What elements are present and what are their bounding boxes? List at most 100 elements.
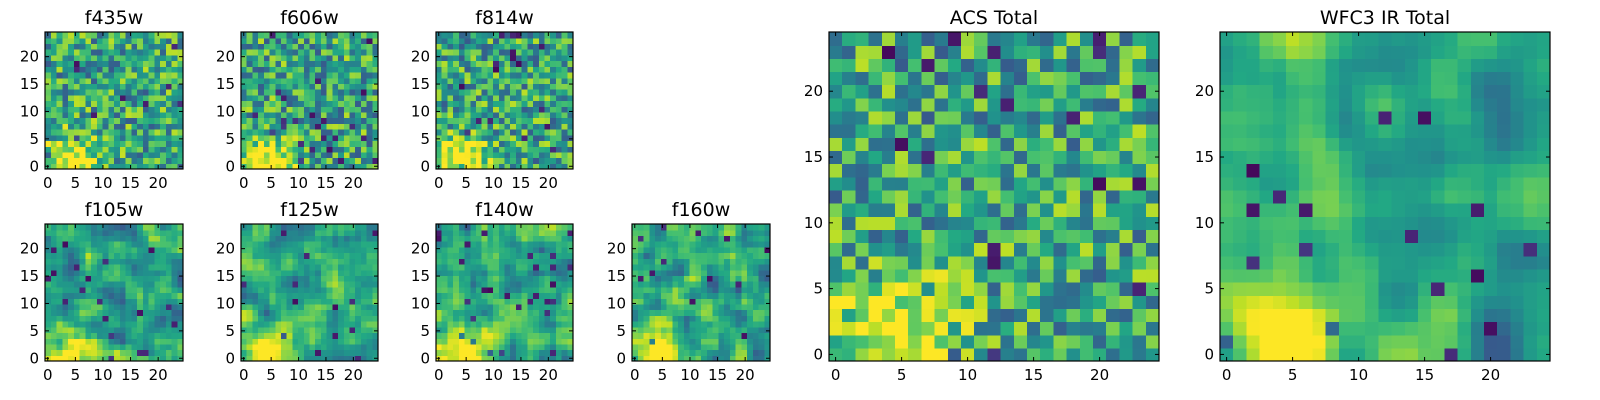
heatmap-cell: [114, 111, 121, 119]
heatmap-cell: [131, 49, 138, 56]
heatmap-cell: [165, 111, 173, 119]
heatmap-cell: [338, 123, 345, 130]
heatmap-cell: [79, 134, 86, 142]
heatmap-cell: [934, 84, 949, 99]
heatmap-cell: [527, 224, 534, 231]
heatmap-cell: [464, 94, 471, 102]
heatmap-cell: [493, 77, 500, 84]
heatmap-cell: [292, 37, 299, 45]
heatmap-cell: [372, 123, 379, 130]
heatmap-cell: [544, 94, 551, 102]
heatmap-cell: [45, 77, 52, 84]
heatmap-cell: [246, 123, 254, 130]
heatmap-cell: [921, 216, 936, 230]
heatmap-cell: [908, 308, 922, 323]
heatmap-cell: [758, 298, 765, 305]
heatmap-cell: [487, 338, 494, 345]
heatmap-cell: [470, 37, 477, 45]
heatmap-cell: [332, 258, 339, 265]
heatmap-cell: [326, 241, 333, 248]
heatmap-cell: [252, 343, 259, 351]
heatmap-cell: [947, 58, 962, 73]
heatmap-cell: [1040, 97, 1054, 112]
heatmap-cell: [632, 229, 639, 237]
heatmap-cell: [108, 129, 115, 136]
heatmap-cell: [1510, 347, 1525, 362]
heatmap-cell: [79, 281, 86, 288]
heatmap-cell: [332, 292, 339, 299]
heatmap-cell: [258, 241, 265, 248]
heatmap-cell: [538, 71, 546, 79]
heatmap-cell: [332, 83, 339, 90]
heatmap-cell: [1000, 110, 1015, 125]
heatmap-cell: [458, 89, 466, 96]
heatmap-cell: [73, 286, 81, 294]
heatmap-cell: [632, 241, 639, 248]
heatmap-cell: [1106, 203, 1120, 217]
heatmap-cell: [131, 309, 138, 316]
heatmap-cell: [45, 151, 52, 159]
heatmap-cell: [154, 71, 161, 79]
heatmap-cell: [895, 347, 909, 362]
heatmap-cell: [114, 49, 121, 56]
heatmap-cell: [481, 134, 488, 142]
heatmap-cell: [1013, 308, 1028, 323]
heatmap-cell: [177, 343, 184, 351]
heatmap-cell: [735, 349, 742, 356]
heatmap-cell: [1378, 334, 1393, 349]
heatmap-cell: [561, 275, 568, 282]
heatmap-cell: [372, 66, 379, 73]
heatmap-cell: [464, 246, 471, 254]
heatmap-cell: [114, 229, 121, 237]
heatmap-cell: [544, 355, 551, 362]
heatmap-cell: [68, 263, 75, 271]
heatmap-cell: [62, 263, 69, 271]
heatmap-cell: [360, 235, 368, 242]
heatmap-cell: [62, 100, 69, 107]
heatmap-cell: [165, 355, 173, 362]
heatmap-cell: [487, 343, 494, 351]
heatmap-cell: [829, 268, 843, 283]
heatmap-cell: [286, 309, 293, 316]
heatmap-cell: [56, 89, 63, 96]
heatmap-cell: [1027, 110, 1041, 125]
heatmap-cell: [498, 32, 506, 39]
heatmap-cell: [855, 255, 870, 270]
heatmap-cell: [1145, 334, 1160, 349]
heatmap-cell: [56, 151, 63, 159]
heatmap-cell: [678, 286, 685, 294]
heatmap-cell: [298, 163, 305, 170]
heatmap-cell: [498, 83, 506, 90]
heatmap-cell: [355, 77, 362, 84]
heatmap-cell: [119, 94, 127, 102]
heatmap-cell: [85, 258, 92, 265]
heatmap-cell: [567, 32, 574, 39]
heatmap-cell: [372, 146, 379, 153]
heatmap-cell: [165, 37, 173, 45]
heatmap-cell: [165, 343, 173, 351]
heatmap-cell: [125, 77, 132, 84]
heatmap-cell: [829, 334, 843, 349]
heatmap-cell: [68, 229, 75, 237]
heatmap-cell: [320, 269, 328, 276]
heatmap-cell: [165, 326, 173, 334]
heatmap-cell: [360, 292, 368, 299]
heatmap-cell: [660, 303, 668, 311]
heatmap-cell: [177, 111, 184, 119]
heatmap-cell: [320, 43, 328, 50]
heatmap-cell: [1259, 347, 1274, 362]
heatmap-cell: [470, 343, 477, 351]
heatmap-cell: [712, 269, 719, 276]
heatmap-cell: [544, 106, 551, 113]
heatmap-cell: [108, 94, 115, 102]
heatmap-cell: [555, 315, 563, 322]
heatmap-cell: [550, 106, 557, 113]
heatmap-cell: [436, 123, 443, 130]
heatmap-cell: [475, 309, 483, 316]
heatmap-cell: [515, 54, 523, 62]
heatmap-cell: [934, 124, 949, 138]
heatmap-cell: [678, 258, 685, 265]
heatmap-cell: [303, 315, 311, 322]
heatmap-cell: [752, 292, 760, 299]
heatmap-cell: [142, 71, 150, 79]
